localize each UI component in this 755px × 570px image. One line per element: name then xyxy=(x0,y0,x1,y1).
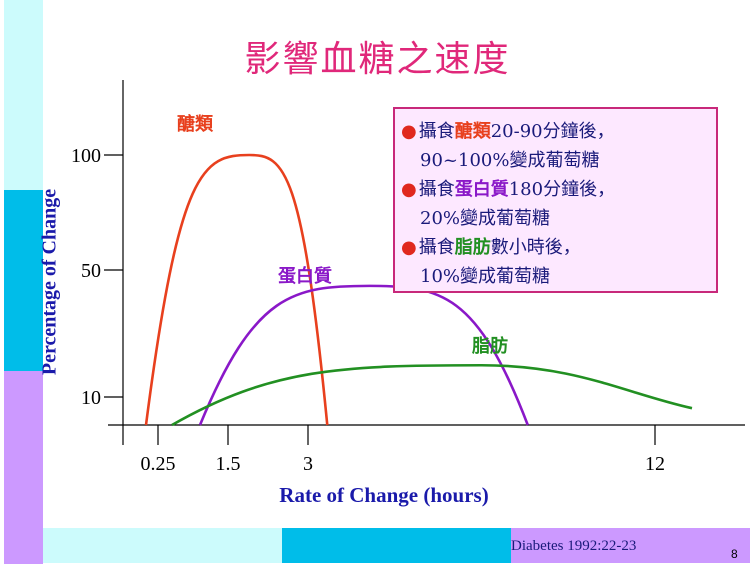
chart-ticks: 0.25 1.5 3 12 10 50 100 xyxy=(71,145,665,475)
x-tick-label: 12 xyxy=(645,453,665,475)
note-detail: 20%變成葡萄糖 xyxy=(420,208,551,229)
chart-axes xyxy=(108,80,745,445)
note-line: ● 攝食脂肪數小時後， xyxy=(401,233,716,262)
series-label: 脂肪 xyxy=(472,335,508,357)
series-label: 醣類 xyxy=(177,113,214,135)
series-line xyxy=(198,284,529,426)
note-line: ● 攝食醣類20-90分鐘後， xyxy=(401,117,716,146)
bottom-bar-blue xyxy=(282,528,511,563)
note-suffix: 180分鐘後， xyxy=(508,179,616,200)
note-detail: 10%變成葡萄糖 xyxy=(420,266,551,287)
left-bar-cyan xyxy=(4,0,43,190)
x-tick-label: 3 xyxy=(303,453,313,475)
chart-series xyxy=(144,153,693,427)
note-suffix: 數小時後， xyxy=(490,237,581,258)
page-number: 8 xyxy=(731,547,738,561)
x-tick-label: 0.25 xyxy=(141,453,176,475)
info-box: ● 攝食醣類20-90分鐘後， 90~100%變成葡萄糖 ● 攝食蛋白質180分鐘後… xyxy=(393,107,718,293)
y-tick-label: 100 xyxy=(71,145,101,167)
bullet-icon: ● xyxy=(401,179,417,200)
series-label: 蛋白質 xyxy=(278,265,332,287)
note-prefix: 攝食 xyxy=(418,121,455,142)
bullet-icon: ● xyxy=(401,237,417,258)
note-highlight: 醣類 xyxy=(454,121,491,142)
bottom-bar-cyan xyxy=(43,528,282,563)
note-highlight: 脂肪 xyxy=(454,237,491,258)
series-line xyxy=(171,363,693,427)
y-tick-label: 10 xyxy=(81,387,101,409)
note-prefix: 攝食 xyxy=(418,237,455,258)
x-tick-label: 1.5 xyxy=(216,453,241,475)
source-citation: Diabetes 1992:22-23 xyxy=(511,538,637,554)
note-line: ● 攝食蛋白質180分鐘後， xyxy=(401,175,716,204)
slide-title: 影響血糖之速度 xyxy=(244,39,511,80)
bottom-bar-lavender xyxy=(511,528,750,563)
left-bar-lavender xyxy=(4,371,43,564)
x-axis-label: Rate of Change (hours) xyxy=(279,483,489,507)
note-prefix: 攝食 xyxy=(418,179,455,200)
note-highlight: 蛋白質 xyxy=(454,179,509,200)
y-tick-label: 50 xyxy=(81,260,101,282)
note-detail: 90~100%變成葡萄糖 xyxy=(420,150,600,171)
left-bar-blue xyxy=(4,190,43,371)
bullet-icon: ● xyxy=(401,121,417,142)
note-suffix: 20-90分鐘後， xyxy=(490,121,615,142)
series-line xyxy=(144,153,329,426)
y-axis-label: Percentage of Change xyxy=(38,188,61,376)
